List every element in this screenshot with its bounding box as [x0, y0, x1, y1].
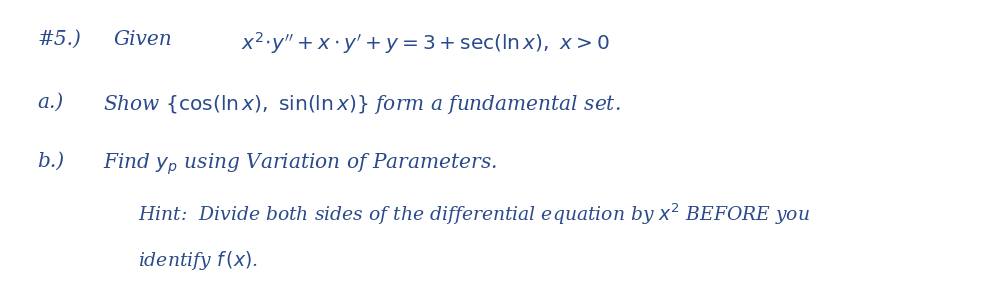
- Text: a.): a.): [37, 93, 64, 112]
- Text: Show $\left\{\cos(\ln x),\ \sin(\ln x)\right\}$ form a fundamental set.: Show $\left\{\cos(\ln x),\ \sin(\ln x)\r…: [103, 93, 621, 116]
- Text: Given: Given: [113, 30, 172, 49]
- Text: identify $f\,(x)$.: identify $f\,(x)$.: [138, 249, 258, 272]
- Text: Hint:  Divide both sides of the differential equation by $x^{2}$ BEFORE you: Hint: Divide both sides of the different…: [138, 202, 810, 227]
- Text: #5.): #5.): [37, 30, 82, 49]
- Text: b.): b.): [37, 152, 65, 170]
- Text: Find $y_{p}$ using Variation of Parameters.: Find $y_{p}$ using Variation of Paramete…: [103, 152, 497, 177]
- Text: $x^{2}\!\cdot\! y''+x\cdot y'+y=3+\sec(\ln x),\ x>0$: $x^{2}\!\cdot\! y''+x\cdot y'+y=3+\sec(\…: [241, 30, 610, 56]
